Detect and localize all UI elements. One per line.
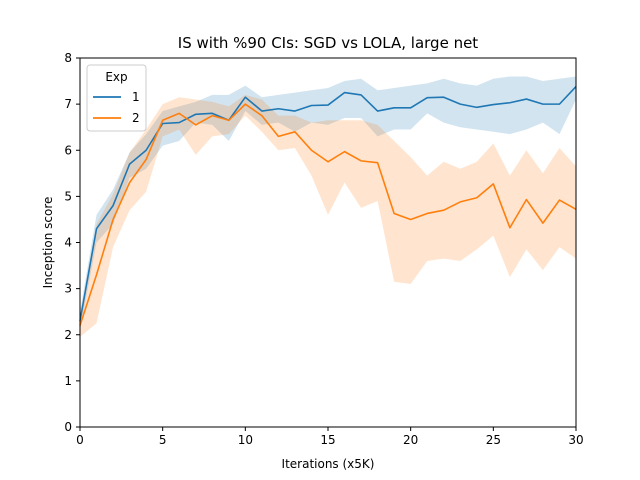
y-axis: 0 1 2 3 4 5 6 7 8 [64, 51, 80, 434]
series-lines [79, 86, 577, 326]
legend-box [86, 64, 147, 132]
ci-band-series-1 [80, 76, 576, 331]
legend-label-series-1: 1 [132, 90, 140, 104]
y-tick-label: 3 [64, 282, 72, 296]
x-tick-label: 25 [486, 433, 501, 447]
x-tick-label: 15 [320, 433, 335, 447]
series-line-1 [79, 86, 577, 322]
y-tick-label: 4 [64, 236, 72, 250]
x-tick-label: 30 [568, 433, 583, 447]
y-tick-label: 0 [64, 420, 72, 434]
y-tick-label: 8 [64, 51, 72, 65]
y-tick-label: 7 [64, 97, 72, 111]
x-tick-label: 0 [76, 433, 84, 447]
chart-title: IS with %90 CIs: SGD vs LOLA, large net [178, 34, 479, 52]
x-axis: 0 5 10 15 20 25 30 [76, 427, 584, 447]
y-axis-label: Inception score [41, 197, 55, 289]
x-tick-label: 20 [403, 433, 418, 447]
y-tick-label: 5 [64, 189, 72, 203]
x-tick-label: 10 [238, 433, 253, 447]
x-axis-label: Iterations (x5K) [282, 457, 375, 471]
y-tick-label: 2 [64, 328, 72, 342]
y-tick-label: 1 [64, 374, 72, 388]
confidence-bands [80, 76, 576, 338]
ci-band-series-2 [80, 94, 576, 338]
series-line-2 [79, 103, 577, 326]
y-tick-label: 6 [64, 143, 72, 157]
legend-title: Exp [105, 70, 127, 84]
legend: Exp 1 2 [86, 64, 147, 132]
x-tick-label: 5 [159, 433, 167, 447]
legend-label-series-2: 2 [132, 111, 140, 125]
